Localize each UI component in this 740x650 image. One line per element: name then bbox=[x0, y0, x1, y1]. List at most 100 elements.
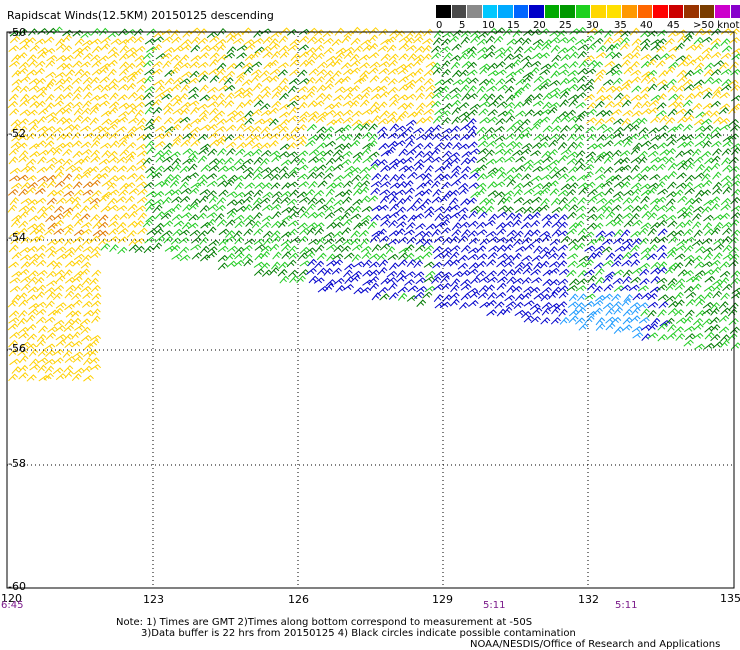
wind-barb bbox=[388, 99, 399, 108]
wind-barb bbox=[433, 236, 445, 243]
wind-barb bbox=[613, 126, 624, 134]
wind-barb bbox=[16, 142, 28, 150]
wind-barb bbox=[658, 175, 670, 182]
wind-barb bbox=[351, 244, 363, 251]
wind-barb bbox=[539, 246, 550, 255]
wind-barb bbox=[270, 182, 281, 190]
wind-barb bbox=[693, 323, 704, 331]
wind-barb bbox=[515, 156, 527, 163]
wind-barb bbox=[236, 52, 247, 59]
wind-barb bbox=[395, 30, 406, 38]
legend-swatch bbox=[544, 5, 560, 18]
wind-barb bbox=[674, 101, 684, 110]
wind-barb bbox=[244, 238, 256, 245]
wind-barb bbox=[236, 142, 247, 150]
wind-barb bbox=[657, 219, 668, 228]
legend-swatch bbox=[606, 5, 622, 18]
wind-barb bbox=[251, 220, 262, 229]
wind-barb bbox=[269, 243, 280, 252]
wind-barb bbox=[685, 298, 696, 307]
wind-barb bbox=[332, 221, 344, 229]
wind-barb bbox=[344, 206, 355, 213]
wind-barb bbox=[259, 197, 271, 205]
wind-barb bbox=[197, 133, 209, 141]
wind-barb bbox=[577, 50, 587, 59]
wind-barb bbox=[90, 246, 101, 254]
wind-barb bbox=[261, 75, 273, 83]
wind-barb bbox=[396, 197, 406, 206]
wind-barb bbox=[542, 92, 553, 101]
legend-label: >50 knots bbox=[693, 20, 740, 31]
wind-barb bbox=[62, 34, 72, 43]
wind-barb bbox=[63, 365, 74, 373]
wind-barb bbox=[605, 44, 616, 53]
wind-barb bbox=[575, 163, 586, 172]
wind-barb bbox=[190, 55, 202, 62]
wind-barb bbox=[440, 194, 450, 203]
wind-barb bbox=[91, 190, 102, 198]
wind-barb bbox=[55, 43, 67, 51]
wind-barb bbox=[596, 197, 608, 205]
wind-barb bbox=[595, 268, 605, 277]
wind-barb bbox=[80, 171, 91, 179]
wind-barb bbox=[461, 60, 472, 68]
wind-barb bbox=[188, 150, 199, 158]
wind-barb bbox=[61, 183, 73, 190]
wind-barb bbox=[278, 151, 290, 158]
wind-barb bbox=[279, 84, 290, 93]
wind-barb bbox=[505, 212, 516, 221]
wind-barb bbox=[324, 103, 336, 110]
wind-barb bbox=[100, 37, 111, 44]
wind-barb bbox=[388, 163, 399, 171]
wind-barb bbox=[261, 132, 273, 140]
wind-barb bbox=[200, 124, 212, 131]
wind-barb bbox=[74, 324, 86, 331]
wind-barb bbox=[64, 246, 76, 254]
wind-barb bbox=[632, 173, 643, 180]
wind-barb bbox=[623, 123, 634, 131]
wind-barb bbox=[216, 219, 227, 227]
wind-barb bbox=[34, 67, 45, 76]
wind-barb bbox=[380, 173, 390, 183]
wind-barb bbox=[161, 52, 173, 60]
wind-barb bbox=[638, 133, 650, 141]
wind-barb bbox=[566, 269, 577, 278]
wind-barb bbox=[407, 214, 418, 223]
wind-barb bbox=[567, 70, 579, 77]
wind-barb bbox=[488, 100, 499, 108]
wind-barb bbox=[350, 37, 361, 46]
wind-barb bbox=[171, 36, 182, 44]
wind-barb bbox=[416, 286, 428, 293]
wind-barb bbox=[151, 98, 162, 107]
wind-barb bbox=[333, 181, 345, 189]
wind-barb bbox=[631, 188, 642, 196]
wind-barb bbox=[153, 228, 164, 236]
wind-barb bbox=[7, 188, 19, 196]
wind-barb bbox=[322, 93, 333, 102]
wind-barb bbox=[207, 86, 219, 94]
wind-barb bbox=[729, 124, 740, 132]
wind-barb bbox=[343, 46, 355, 54]
wind-barb bbox=[307, 258, 317, 267]
wind-barb bbox=[325, 76, 335, 85]
wind-barb bbox=[97, 172, 109, 180]
wind-barb bbox=[533, 42, 544, 51]
wind-barb bbox=[331, 267, 342, 275]
wind-barb bbox=[713, 86, 723, 95]
wind-barb bbox=[666, 230, 678, 238]
wind-barb bbox=[47, 238, 58, 246]
wind-barb bbox=[36, 91, 47, 99]
wind-barb bbox=[576, 278, 588, 286]
wind-barb bbox=[584, 259, 594, 268]
wind-barb bbox=[668, 101, 679, 108]
wind-barb bbox=[604, 133, 616, 141]
wind-barb bbox=[360, 287, 372, 294]
wind-barb bbox=[612, 37, 624, 44]
wind-barb bbox=[172, 228, 183, 237]
wind-barb bbox=[136, 84, 147, 93]
wind-barb bbox=[154, 141, 166, 148]
wind-barb bbox=[415, 85, 426, 93]
wind-barb bbox=[404, 180, 414, 189]
wind-barb bbox=[521, 255, 533, 262]
wind-barb bbox=[90, 155, 101, 163]
